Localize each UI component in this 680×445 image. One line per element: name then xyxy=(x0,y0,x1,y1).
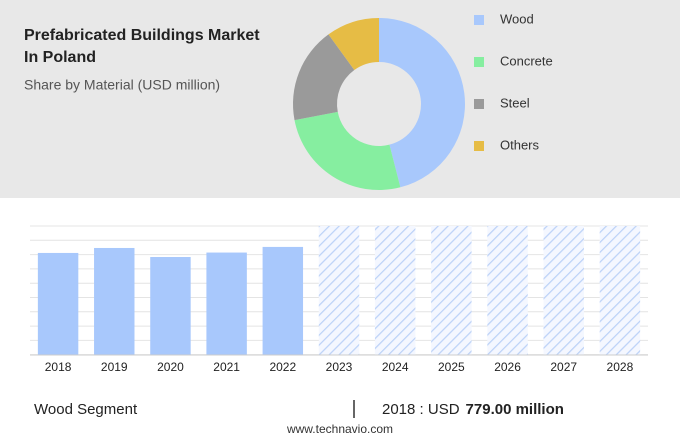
legend-swatch xyxy=(474,15,484,25)
footer-year-text: 2018 : USD xyxy=(382,401,460,418)
forecast-bar xyxy=(599,226,641,355)
donut-slice xyxy=(293,34,355,121)
forecast-bar xyxy=(318,226,360,355)
source: www.technavio.com xyxy=(286,422,393,436)
x-tick-label: 2019 xyxy=(101,360,128,374)
legend-swatch xyxy=(474,57,484,67)
x-tick-label: 2023 xyxy=(326,360,353,374)
footer-value: 779.00 million xyxy=(466,401,564,418)
footer-segment: Wood Segment xyxy=(34,401,138,418)
x-tick-label: 2027 xyxy=(550,360,577,374)
footer-year: 2018 : USD 779.00 million xyxy=(382,401,564,418)
forecast-bar xyxy=(374,226,416,355)
bar xyxy=(94,247,135,355)
x-tick-label: 2018 xyxy=(45,360,72,374)
bar xyxy=(262,246,304,355)
chart-subtitle: Share by Material (USD million) xyxy=(24,77,220,93)
legend-swatch xyxy=(474,99,484,109)
forecast-bar xyxy=(487,226,528,355)
bar xyxy=(206,252,247,355)
bar xyxy=(37,252,79,355)
x-tick-label: 2025 xyxy=(438,360,465,374)
legend-swatch xyxy=(474,141,484,151)
x-tick-label: 2020 xyxy=(157,360,184,374)
legend-label: Others xyxy=(500,137,540,152)
x-tick-label: 2021 xyxy=(213,360,240,374)
donut-slice xyxy=(379,18,465,188)
donut-slice xyxy=(294,111,401,191)
forecast-bar xyxy=(543,226,584,355)
chart-title: Prefabricated Buildings Market In Poland xyxy=(24,27,260,66)
forecast-bar xyxy=(431,226,472,355)
x-tick-label: 2024 xyxy=(382,360,409,374)
x-tick-label: 2026 xyxy=(494,360,521,374)
title-line: Prefabricated Buildings Market xyxy=(24,27,260,44)
bar xyxy=(150,257,191,355)
x-tick-label: 2028 xyxy=(607,360,634,374)
legend-label: Wood xyxy=(500,11,534,26)
legend-label: Concrete xyxy=(500,53,553,68)
legend-label: Steel xyxy=(500,95,530,110)
title-line: In Poland xyxy=(24,49,96,66)
x-tick-label: 2022 xyxy=(269,360,296,374)
donut-slice xyxy=(328,18,379,71)
